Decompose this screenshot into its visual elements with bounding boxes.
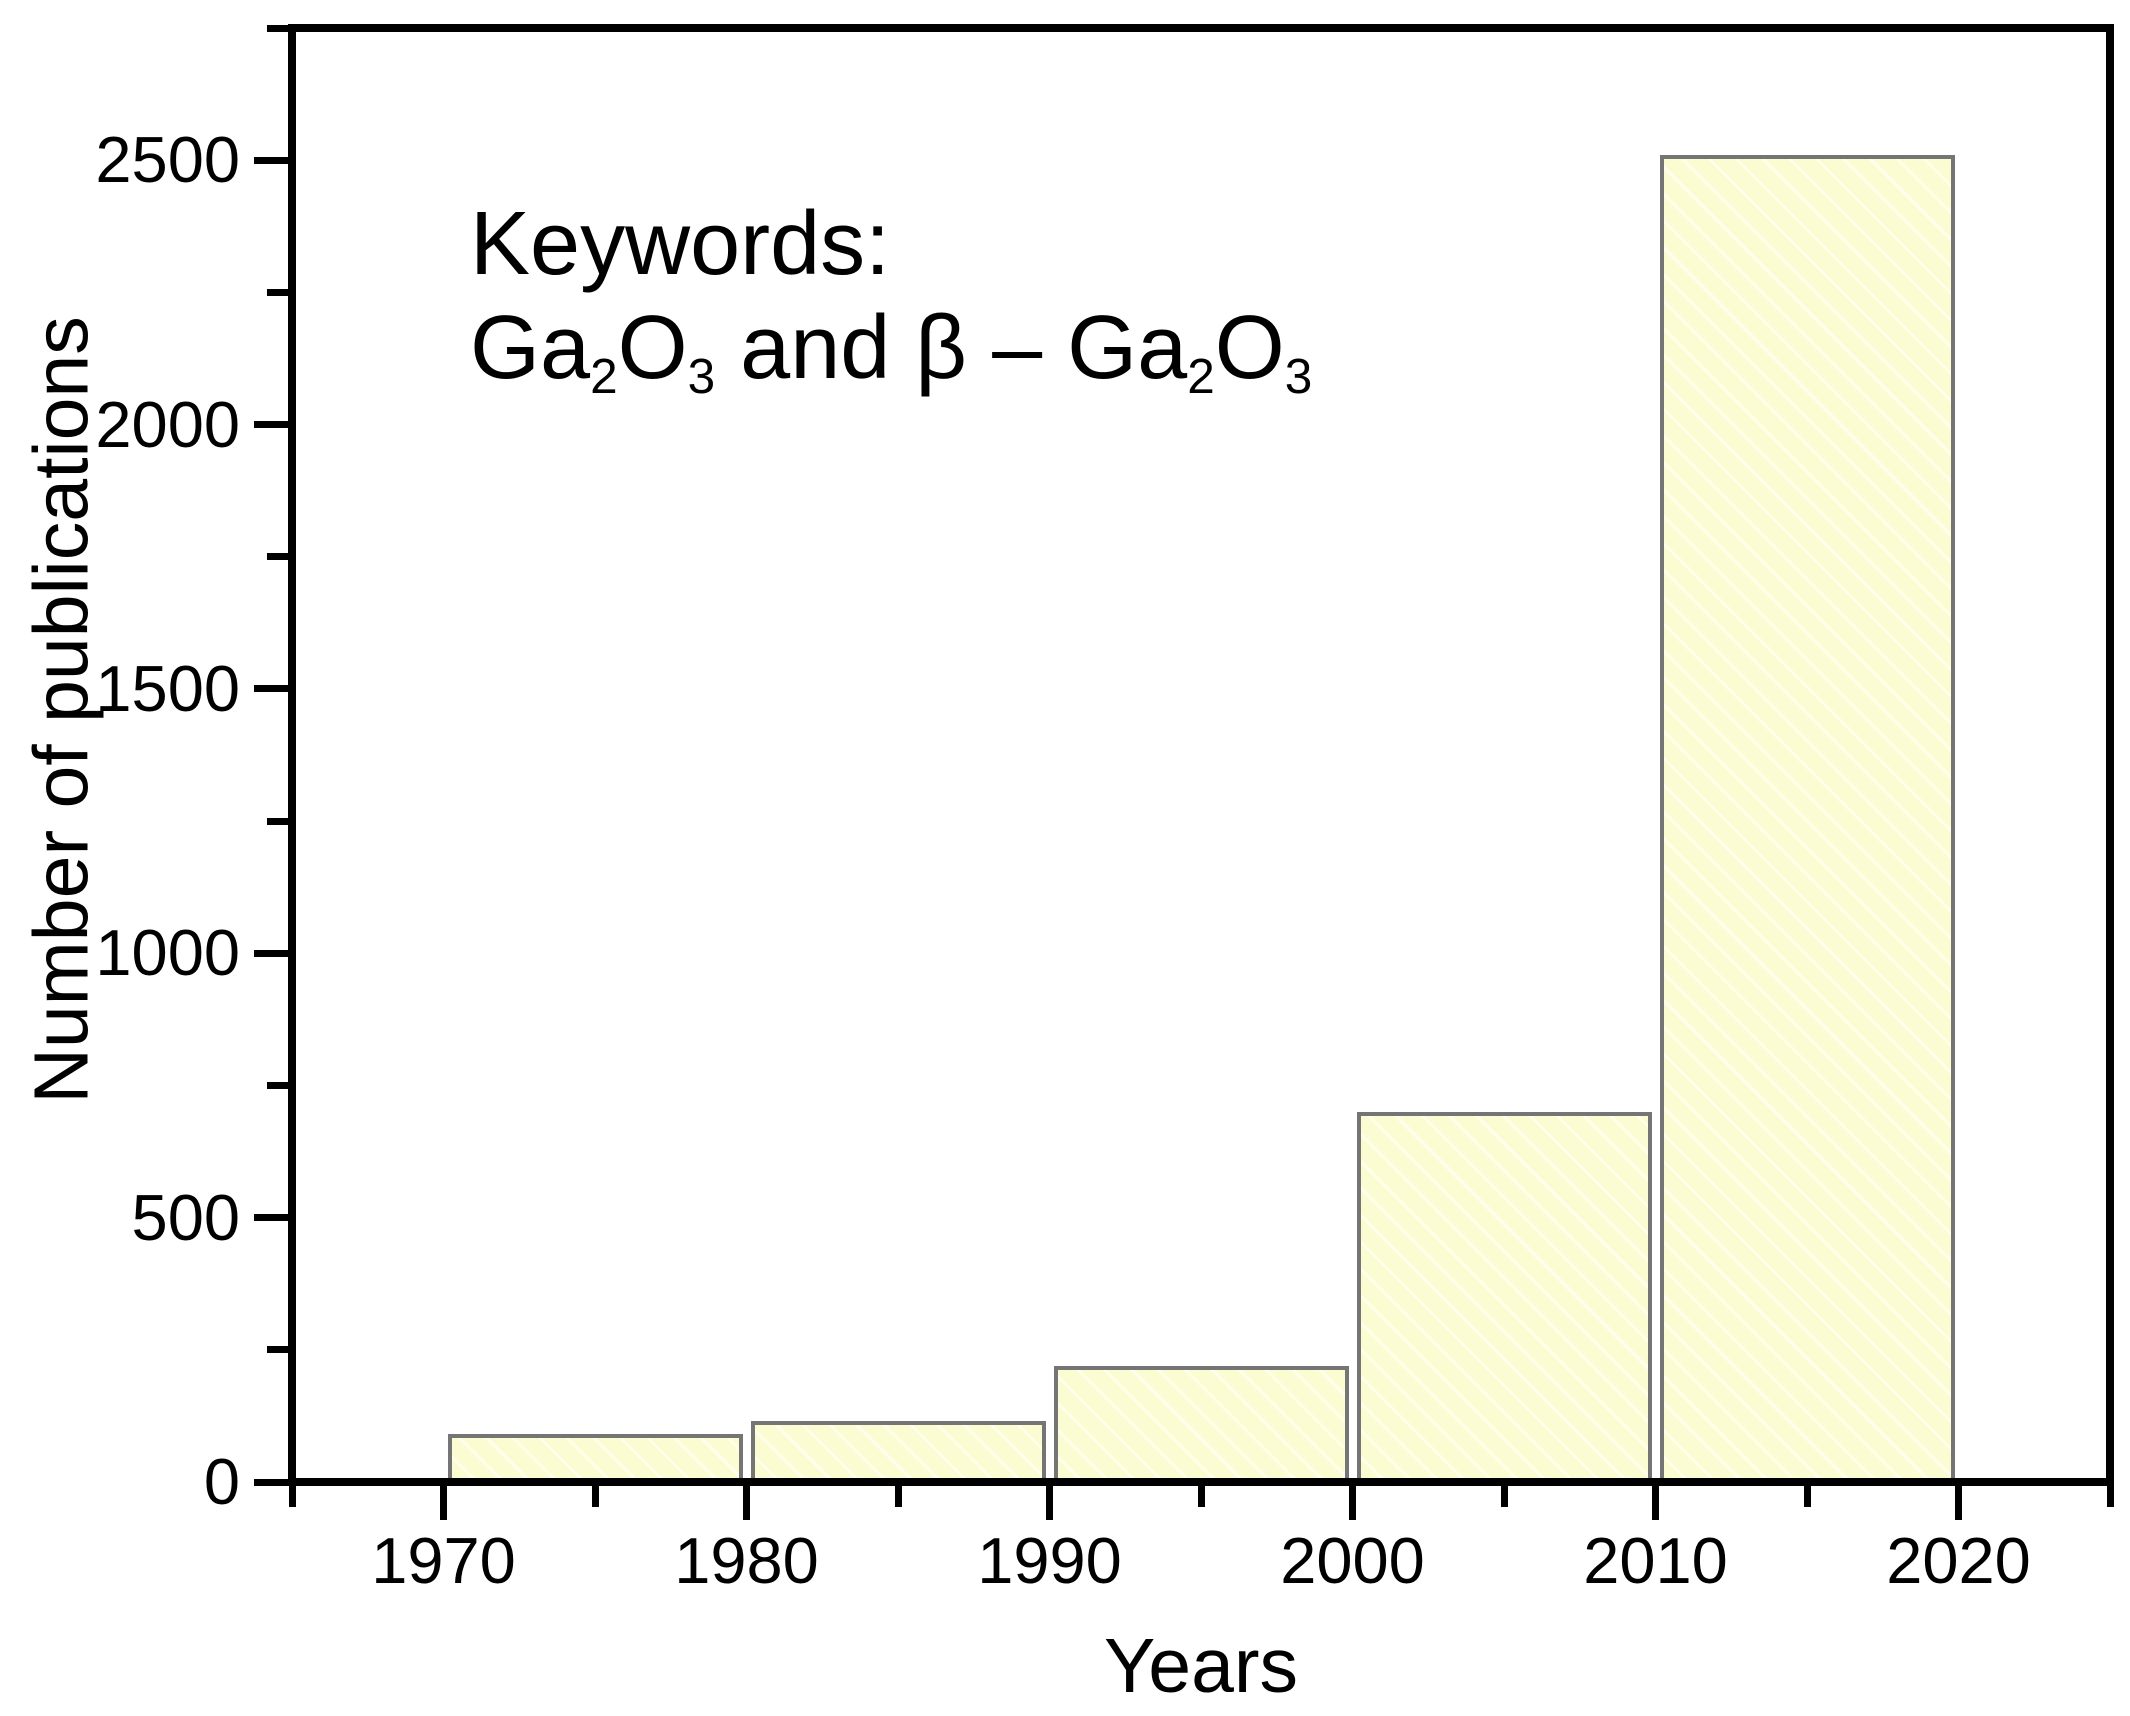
formula-text: and β – Ga: [715, 298, 1188, 398]
x-minor-tick-2025: [2106, 1486, 2114, 1507]
x-axis-title: Years: [1103, 1623, 1299, 1709]
y-major-tick-0: [254, 1478, 288, 1486]
bar-1970-1980: [447, 1434, 743, 1486]
x-tick-label-2020: 2020: [1886, 1524, 2031, 1597]
x-minor-tick-1985: [894, 1486, 902, 1507]
x-tick-label-2000: 2000: [1280, 1524, 1425, 1597]
x-minor-tick-1995: [1197, 1486, 1205, 1507]
x-tick-label-1990: 1990: [977, 1524, 1122, 1597]
formula-text: O: [1214, 298, 1285, 398]
y-minor-tick-750: [267, 1081, 288, 1089]
y-tick-label-1000: 1000: [95, 916, 240, 990]
x-major-tick-1970: [440, 1486, 447, 1520]
y-minor-tick-250: [267, 1346, 288, 1354]
y-major-tick-2000: [254, 421, 288, 429]
x-major-tick-2000: [1349, 1486, 1356, 1520]
x-major-tick-2020: [1955, 1486, 1962, 1520]
y-major-tick-1000: [254, 949, 288, 957]
y-major-tick-500: [254, 1214, 288, 1222]
y-minor-tick-2750: [267, 24, 288, 32]
annotation-formula: Ga2O3 and β – Ga2O3: [470, 303, 1312, 401]
y-minor-tick-2250: [267, 288, 288, 296]
y-major-tick-1500: [254, 685, 288, 693]
x-major-tick-1980: [743, 1486, 750, 1520]
x-tick-label-1970: 1970: [371, 1524, 516, 1597]
bar-2010-2020: [1659, 154, 1955, 1486]
formula-text: Ga: [470, 298, 591, 398]
y-minor-tick-1750: [267, 553, 288, 561]
x-major-tick-2010: [1652, 1486, 1659, 1520]
x-minor-tick-1965: [288, 1486, 296, 1507]
formula-subscript: 2: [1187, 348, 1215, 404]
y-axis-title: Number of publications: [18, 316, 105, 1104]
bar-1990-2000: [1053, 1365, 1349, 1486]
formula-subscript: 2: [590, 348, 618, 404]
formula-subscript: 3: [687, 348, 716, 404]
y-tick-label-1500: 1500: [95, 651, 240, 725]
bar-1980-1990: [750, 1421, 1046, 1486]
formula-subscript: 3: [1284, 348, 1313, 404]
x-tick-label-1980: 1980: [674, 1524, 819, 1597]
x-minor-tick-2015: [1803, 1486, 1811, 1507]
y-tick-label-2000: 2000: [95, 387, 240, 461]
bar-2000-2010: [1356, 1111, 1652, 1486]
y-minor-tick-1250: [267, 817, 288, 825]
x-minor-tick-1975: [591, 1486, 599, 1507]
y-tick-label-0: 0: [203, 1445, 240, 1518]
x-major-tick-1990: [1046, 1486, 1053, 1520]
annotation-keywords: Keywords:: [470, 194, 891, 294]
x-minor-tick-2005: [1500, 1486, 1508, 1507]
y-tick-label-500: 500: [131, 1180, 240, 1254]
x-tick-label-2010: 2010: [1583, 1524, 1728, 1597]
y-tick-label-2500: 2500: [95, 123, 240, 197]
y-major-tick-2500: [254, 156, 288, 164]
formula-text: O: [617, 298, 688, 398]
